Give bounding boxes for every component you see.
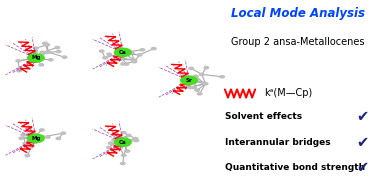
- Circle shape: [134, 139, 139, 142]
- Circle shape: [43, 42, 47, 45]
- Text: Ca: Ca: [119, 140, 127, 145]
- Circle shape: [112, 133, 117, 135]
- Circle shape: [189, 76, 193, 78]
- Circle shape: [61, 132, 66, 134]
- Text: Mg: Mg: [31, 136, 41, 141]
- Text: Quantitative bond strength: Quantitative bond strength: [225, 163, 365, 172]
- Circle shape: [200, 73, 204, 76]
- Circle shape: [124, 63, 129, 65]
- Circle shape: [140, 49, 145, 51]
- Circle shape: [117, 138, 121, 140]
- Circle shape: [133, 138, 138, 140]
- Text: ✔: ✔: [356, 109, 369, 124]
- Circle shape: [194, 75, 198, 77]
- Circle shape: [33, 50, 38, 52]
- Circle shape: [19, 137, 23, 140]
- Circle shape: [118, 58, 122, 60]
- Circle shape: [124, 53, 129, 55]
- Text: Solvent effects: Solvent effects: [225, 112, 302, 121]
- Text: kᵃ(M—Cp): kᵃ(M—Cp): [265, 88, 313, 99]
- Circle shape: [130, 51, 134, 54]
- Circle shape: [181, 76, 197, 85]
- Circle shape: [103, 57, 107, 59]
- Circle shape: [189, 67, 194, 70]
- Circle shape: [17, 70, 22, 72]
- Circle shape: [112, 139, 116, 141]
- Circle shape: [203, 82, 208, 85]
- Text: Mg: Mg: [31, 56, 41, 60]
- Circle shape: [40, 51, 45, 53]
- Circle shape: [28, 134, 44, 142]
- Circle shape: [124, 144, 129, 146]
- Text: Sr: Sr: [186, 78, 192, 83]
- Circle shape: [121, 162, 125, 165]
- Circle shape: [21, 134, 26, 136]
- Circle shape: [34, 47, 38, 49]
- Text: Group 2: Group 2: [0, 186, 1, 187]
- Circle shape: [40, 136, 45, 138]
- Circle shape: [45, 44, 50, 46]
- Circle shape: [220, 76, 224, 78]
- Circle shape: [187, 86, 192, 88]
- Circle shape: [107, 53, 112, 55]
- Text: Group 2 ansa: Group 2 ansa: [0, 186, 1, 187]
- Circle shape: [48, 59, 53, 61]
- Circle shape: [55, 46, 60, 49]
- Circle shape: [137, 54, 142, 56]
- Circle shape: [28, 54, 44, 62]
- Circle shape: [126, 134, 131, 137]
- Circle shape: [188, 86, 193, 89]
- Circle shape: [132, 59, 136, 61]
- Circle shape: [62, 56, 67, 58]
- Circle shape: [40, 129, 44, 131]
- Circle shape: [34, 134, 39, 136]
- Circle shape: [121, 131, 126, 134]
- Circle shape: [204, 67, 209, 69]
- Circle shape: [192, 87, 197, 89]
- Text: Interannular bridges: Interannular bridges: [225, 138, 330, 147]
- Circle shape: [118, 147, 122, 149]
- Circle shape: [16, 60, 20, 62]
- Circle shape: [39, 64, 43, 66]
- Circle shape: [31, 136, 36, 138]
- Circle shape: [108, 142, 113, 144]
- Circle shape: [27, 140, 31, 142]
- Text: ✔: ✔: [356, 160, 369, 175]
- Circle shape: [119, 57, 124, 59]
- Circle shape: [107, 146, 112, 148]
- Circle shape: [30, 145, 34, 147]
- Circle shape: [56, 50, 61, 53]
- Circle shape: [115, 138, 131, 146]
- Circle shape: [197, 93, 202, 95]
- Circle shape: [45, 136, 50, 138]
- Text: Ca: Ca: [119, 50, 127, 55]
- Circle shape: [27, 127, 31, 129]
- Circle shape: [46, 51, 50, 53]
- Circle shape: [23, 142, 28, 145]
- Circle shape: [201, 82, 206, 84]
- Circle shape: [31, 57, 35, 60]
- Circle shape: [125, 150, 130, 152]
- Text: Group 2 ​​ansa-Metallocenes: Group 2 ​​ansa-Metallocenes: [231, 37, 364, 47]
- Circle shape: [195, 89, 200, 91]
- Circle shape: [194, 79, 198, 82]
- Text: Local Mode Analysis: Local Mode Analysis: [231, 7, 365, 21]
- Circle shape: [152, 47, 156, 50]
- Circle shape: [56, 137, 60, 140]
- Circle shape: [25, 154, 29, 157]
- Text: ✔: ✔: [356, 135, 369, 150]
- Circle shape: [132, 61, 136, 63]
- Circle shape: [121, 154, 126, 156]
- Circle shape: [99, 50, 104, 52]
- Circle shape: [121, 63, 125, 65]
- Circle shape: [115, 48, 131, 56]
